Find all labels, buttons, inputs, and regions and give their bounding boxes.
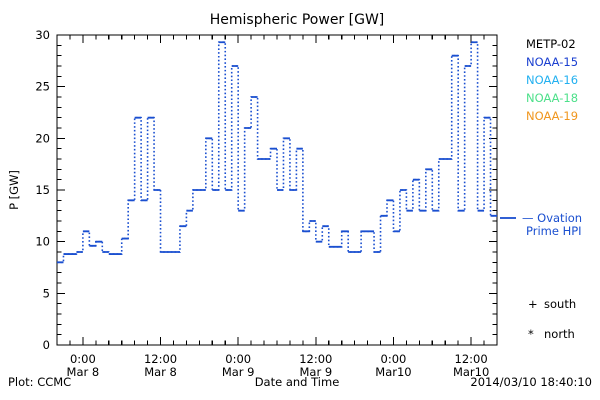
y-tick-label: 25 bbox=[35, 80, 50, 94]
x-tick-label-time: 12:00 bbox=[144, 352, 177, 366]
series-path-dotted bbox=[57, 41, 497, 264]
legend-entry-noaa-16[interactable]: NOAA-16 bbox=[526, 73, 578, 87]
y-tick-label: 15 bbox=[35, 183, 50, 197]
marker-label-north: north bbox=[544, 327, 575, 341]
y-tick-label: 0 bbox=[43, 338, 50, 352]
marker-label-south: south bbox=[544, 297, 576, 311]
data-series-layer bbox=[57, 41, 497, 264]
y-tick-label: 30 bbox=[35, 28, 50, 42]
legend: METP-02 NOAA-15 NOAA-16 NOAA-18 NOAA-19 — Ova… bbox=[500, 37, 582, 341]
chart-title: Hemispheric Power [GW] bbox=[210, 12, 385, 28]
x-axis-label: Date and Time bbox=[255, 375, 340, 389]
footer-timestamp: 2014/03/10 18:40:10 bbox=[470, 375, 592, 389]
y-axis-label: P [GW] bbox=[7, 170, 21, 210]
footer-plot-source: Plot: CCMC bbox=[8, 375, 71, 389]
y-axis-tick-labels: 0 5 10 15 20 25 30 bbox=[35, 28, 50, 352]
y-axis-ticks bbox=[57, 34, 497, 346]
ovation-legend-label-line2[interactable]: Prime HPI bbox=[526, 224, 582, 238]
x-tick-label-date: Mar 9 bbox=[222, 365, 255, 379]
x-tick-label-time: 0:00 bbox=[381, 352, 407, 366]
data-series bbox=[57, 41, 497, 264]
marker-symbol-south: + bbox=[528, 297, 538, 311]
ovation-legend-label-line1[interactable]: — Ovation bbox=[522, 211, 582, 225]
series-path-treads bbox=[57, 41, 497, 264]
x-axis-ticks bbox=[56, 35, 498, 345]
x-tick-label-date: Mar 8 bbox=[67, 365, 100, 379]
y-tick-label: 5 bbox=[43, 286, 50, 300]
x-tick-label-date: Mar10 bbox=[375, 365, 411, 379]
y-tick-label: 10 bbox=[35, 235, 50, 249]
x-tick-label-time: 12:00 bbox=[299, 352, 332, 366]
y-tick-label: 20 bbox=[35, 131, 50, 145]
legend-entry-noaa-15[interactable]: NOAA-15 bbox=[526, 55, 578, 69]
x-tick-label-time: 0:00 bbox=[70, 352, 96, 366]
marker-symbol-north: * bbox=[528, 327, 534, 341]
x-tick-label-date: Mar 9 bbox=[299, 365, 332, 379]
legend-entry-noaa-19[interactable]: NOAA-19 bbox=[526, 109, 578, 123]
legend-entry-noaa-18[interactable]: NOAA-18 bbox=[526, 91, 578, 105]
x-tick-label-date: Mar10 bbox=[453, 365, 489, 379]
x-tick-label-date: Mar 8 bbox=[144, 365, 177, 379]
x-tick-label-time: 0:00 bbox=[225, 352, 251, 366]
legend-entry-metp-02[interactable]: METP-02 bbox=[526, 37, 576, 51]
x-tick-label-time: 12:00 bbox=[455, 352, 488, 366]
